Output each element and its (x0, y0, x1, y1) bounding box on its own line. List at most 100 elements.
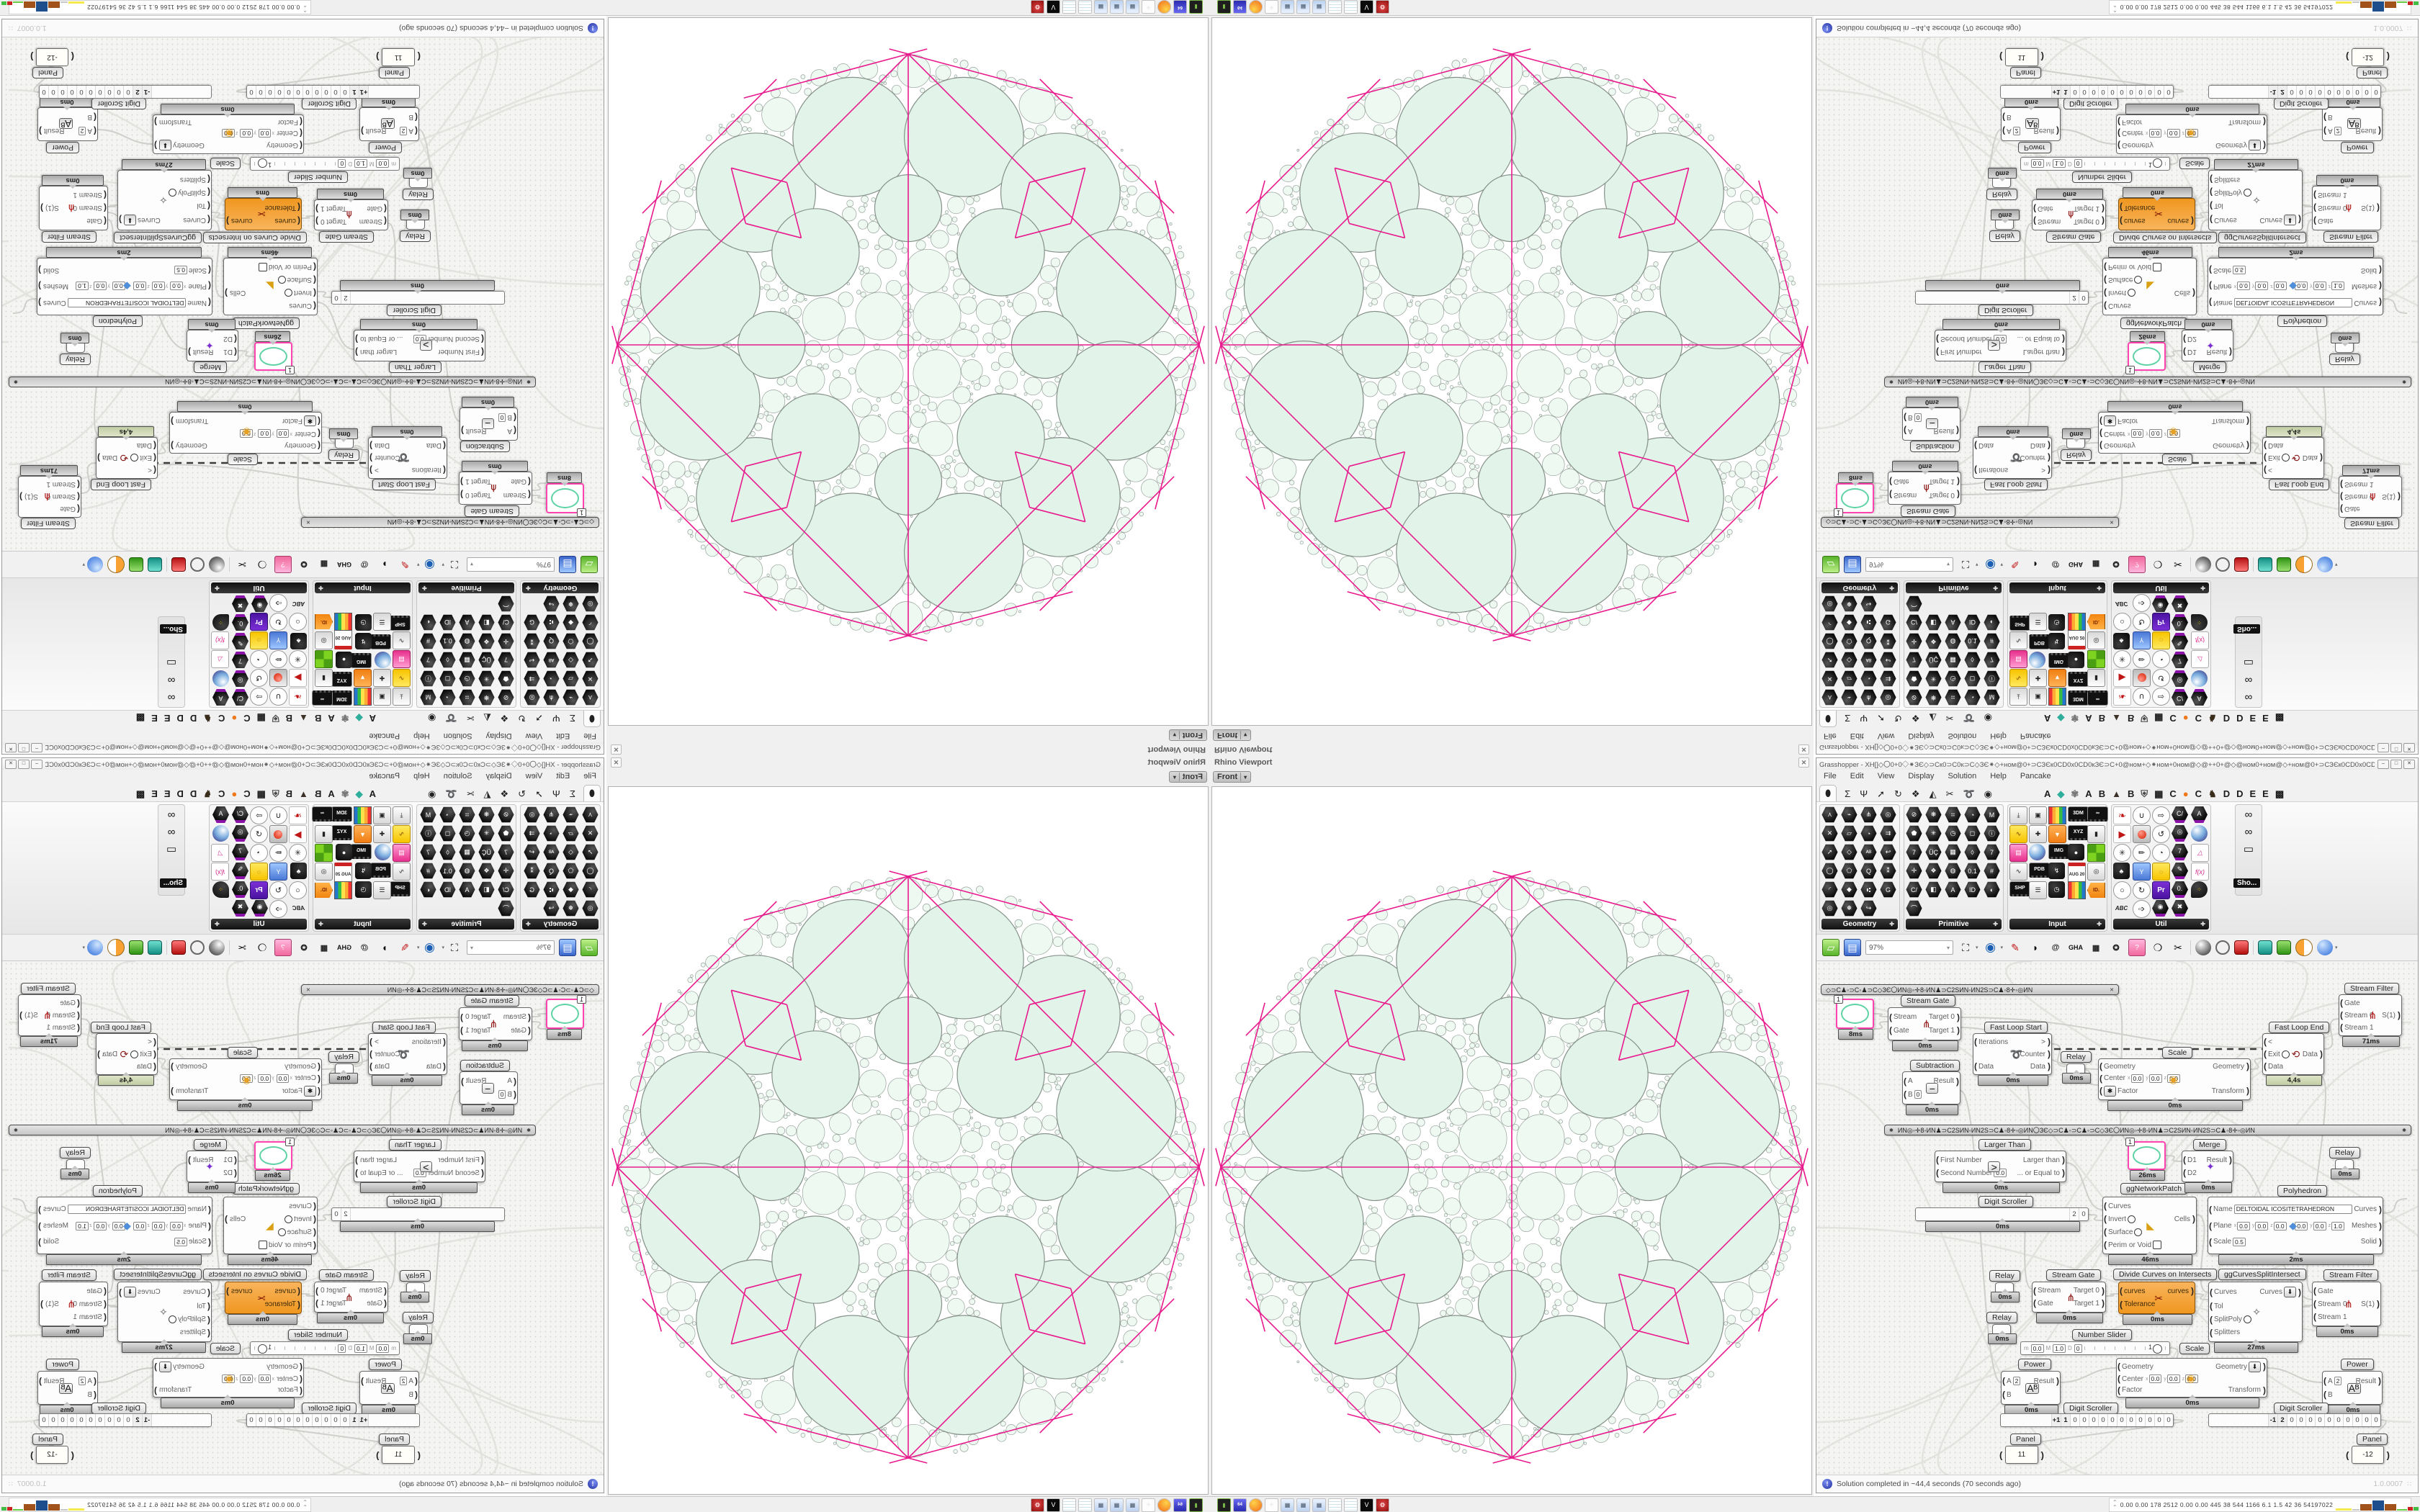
output-port[interactable]: ) (2378, 1376, 2381, 1386)
output-port[interactable]: ) (355, 334, 358, 344)
goggles-icon[interactable]: ∞ (2244, 809, 2253, 821)
menu-item-file[interactable]: File (1824, 732, 1837, 740)
component-icon[interactable]: ◧ (478, 614, 495, 631)
component-icon[interactable]: ∞ (2087, 806, 2108, 822)
category-tab[interactable]: ✂ (466, 713, 475, 724)
plugin-tab[interactable]: E (2262, 788, 2269, 799)
digit-cell[interactable]: 0 (86, 1414, 96, 1426)
component-node[interactable]: (curves curves)(Tolerance ✂ (2118, 1282, 2195, 1314)
component-icon[interactable]: ◷ (459, 670, 475, 687)
value-chip[interactable]: 0.0 (2148, 1074, 2162, 1083)
chevron-down-icon[interactable]: ▾ (2000, 562, 2004, 567)
category-tab[interactable]: ➰ (445, 788, 457, 799)
rhino-viewport-canvas[interactable] (1211, 786, 1812, 1495)
component-icon[interactable]: f(x) (2191, 863, 2209, 881)
zoom-combobox[interactable]: 97% ▾ (1865, 557, 1953, 572)
category-tab[interactable]: Σ (569, 788, 575, 799)
category-tab[interactable]: ❖ (1911, 713, 1920, 724)
component-icon[interactable]: ▦ (1945, 652, 1961, 668)
component-icon[interactable]: ↻ (269, 613, 287, 631)
input-port[interactable]: ( (1889, 490, 1892, 500)
input-port[interactable]: ( (2002, 1390, 2005, 1400)
input-port[interactable]: ( (297, 1299, 300, 1310)
node-label-tag[interactable]: Fast Loop Start (1984, 479, 2048, 490)
goggles-icon[interactable]: ▭ (166, 657, 177, 669)
plugin-tab[interactable]: ✾ (341, 788, 349, 799)
menu-item-help[interactable]: Help (1990, 732, 2007, 740)
green-material-icon[interactable] (2277, 557, 2292, 572)
wireframe-sphere-icon[interactable] (2215, 940, 2231, 955)
goggles-icon[interactable]: ∞ (167, 826, 176, 838)
node-label-tag[interactable]: Fast Loop Start (1984, 1022, 2048, 1033)
component-icon[interactable]: ✕ (1821, 825, 1838, 842)
digit-cell[interactable]: 0 (2098, 1414, 2107, 1426)
component-icon[interactable]: 7 (2172, 844, 2188, 860)
component-node[interactable]: (Gate(Stream 0 S(1))(Stream 1 ⋔ (18, 476, 81, 518)
component-icon[interactable]: XYZ (331, 672, 352, 687)
digit-cell[interactable]: 0 (2070, 86, 2079, 98)
category-tab[interactable]: ◉ (1984, 713, 1992, 724)
output-port[interactable]: ) (1957, 1012, 1960, 1022)
camera-icon[interactable]: ◗ (2032, 559, 2039, 570)
close-button[interactable]: ✕ (5, 743, 17, 753)
component-icon[interactable]: ⊘ (1906, 806, 1922, 823)
component-icon[interactable]: ◎ (1880, 689, 1896, 706)
node-label-tag[interactable]: Digit Scroller (1978, 305, 2033, 316)
flatten-button[interactable]: ⬇ (159, 140, 171, 151)
input-port[interactable]: ( (94, 1390, 97, 1400)
checkbox-toggle[interactable] (258, 1241, 267, 1249)
flatten-button[interactable]: ⬇ (159, 1361, 171, 1372)
component-icon[interactable]: ↺ (250, 669, 268, 687)
input-port[interactable]: ( (415, 1390, 418, 1400)
digit-cell[interactable]: 1 (2061, 1414, 2070, 1426)
input-port[interactable]: ( (318, 415, 321, 426)
digit-cell[interactable]: 2 (2069, 1208, 2079, 1220)
plugin-tab[interactable]: E (2249, 788, 2257, 799)
input-port[interactable]: ( (2340, 492, 2343, 502)
digit-cell[interactable]: 0 (2305, 1414, 2315, 1426)
preview-eye-icon[interactable]: ◉ (1985, 558, 1996, 572)
node-label-tag[interactable]: Digit Scroller (1978, 1196, 2033, 1207)
input-port[interactable]: ( (415, 1376, 418, 1386)
panel-node[interactable]: 11() (376, 1446, 421, 1464)
component-node[interactable]: (Geometry Geometry ⬇)(Center x 0.0 y 0.0 z 0.0(F… (153, 1358, 304, 1398)
input-port[interactable]: ( (207, 1301, 210, 1312)
node-label-tag[interactable]: Power (2018, 142, 2051, 153)
component-icon[interactable]: ⋔ (543, 689, 560, 706)
component-icon[interactable]: ◷ (1945, 670, 1961, 687)
component-icon[interactable]: ⑆ (1860, 614, 1877, 631)
goggles-icon[interactable]: ▭ (2243, 843, 2254, 855)
component-icon[interactable]: ◔ (250, 844, 268, 862)
save-file-icon[interactable]: ▤ (559, 939, 576, 956)
input-port[interactable]: ( (2323, 126, 2326, 136)
category-tab[interactable]: ➚ (1877, 713, 1885, 724)
input-port[interactable]: ( (2210, 215, 2213, 225)
output-port[interactable]: ) (97, 453, 100, 463)
value-chip[interactable]: 0.0 (1994, 1169, 2007, 1177)
component-icon[interactable]: ↪ (1860, 595, 1877, 612)
component-icon[interactable]: ⇨ (250, 688, 268, 706)
value-chip[interactable]: 0.0 (1994, 335, 2007, 343)
node-label-tag[interactable]: Subtraction (1910, 441, 1960, 452)
plugin-tab[interactable]: ▲ (299, 788, 308, 799)
category-tab[interactable]: ➚ (535, 788, 543, 799)
output-port[interactable]: ) (2048, 1061, 2051, 1071)
input-port[interactable]: ( (2118, 128, 2120, 138)
wireframe-sphere-icon[interactable] (2215, 557, 2231, 572)
value-chip[interactable]: 0 (498, 413, 506, 422)
zoom-combobox[interactable]: 97% ▾ (1865, 940, 1953, 955)
node-label-tag[interactable]: Fast Loop Start (372, 479, 436, 490)
input-port[interactable]: ( (300, 128, 302, 138)
digit-cell[interactable]: 2 (341, 292, 351, 304)
value-chip[interactable]: 0.0 (94, 1221, 107, 1230)
input-port[interactable]: ( (481, 1168, 484, 1178)
component-icon[interactable]: ▱ (563, 825, 579, 842)
input-port[interactable]: ( (313, 288, 316, 298)
component-icon[interactable]: ABC (2115, 905, 2128, 912)
digit-cell[interactable]: 0 (2145, 1414, 2154, 1426)
digit-cell[interactable]: 0 (2070, 1414, 2079, 1426)
component-icon[interactable]: Pr (2152, 881, 2170, 899)
component-icon[interactable]: 0. (232, 881, 248, 898)
component-node[interactable]: (Curves Curves ⬇)(Tol(SplitPoly(Splitters ✧ (117, 170, 212, 230)
output-port[interactable]: ) (119, 1287, 122, 1297)
